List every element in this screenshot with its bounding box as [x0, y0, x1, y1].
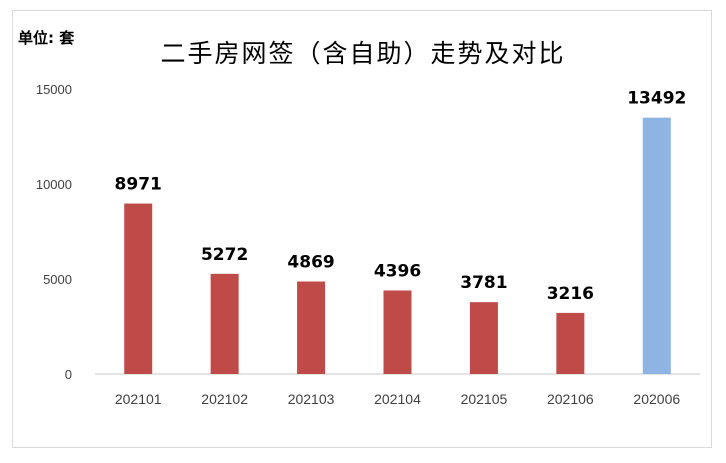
x-category-label: 202106: [547, 391, 594, 407]
y-axis-ticks: 0 5000 10000 15000: [36, 82, 72, 382]
y-tick-label: 10000: [36, 177, 72, 192]
x-category-label: 202102: [201, 391, 248, 407]
x-category-label: 202006: [633, 391, 680, 407]
unit-label: 单位: 套: [18, 29, 75, 47]
y-tick-label: 15000: [36, 82, 72, 97]
data-label-202103: 4869: [287, 252, 334, 272]
data-label-202104: 4396: [374, 261, 421, 281]
bar-202103: [297, 281, 326, 374]
bar-202106: [556, 312, 585, 374]
x-category-label: 202101: [115, 391, 162, 407]
x-category-label: 202105: [461, 391, 508, 407]
bar-202102: [210, 273, 239, 374]
data-label-202106: 3216: [547, 284, 594, 304]
y-tick-label: 5000: [43, 272, 72, 287]
y-tick-label: 0: [65, 367, 72, 382]
bar-202104: [383, 290, 412, 374]
x-axis-categories: 202101 202102 202103 202104 202105 202106 2020…: [115, 391, 681, 407]
bar-202101: [124, 203, 153, 374]
chart-title: 二手房网签（含自助）走势及对比: [160, 39, 566, 68]
x-category-label: 202104: [374, 391, 421, 407]
data-label-202006: 13492: [627, 89, 686, 109]
data-label-202102: 5272: [201, 245, 248, 265]
data-label-202101: 8971: [115, 175, 162, 195]
x-category-label: 202103: [288, 391, 335, 407]
bars-group: [124, 117, 671, 374]
data-labels-group: 8971 5272 4869 4396 3781 3216 13492: [115, 89, 687, 304]
bar-202006: [642, 117, 671, 374]
bar-202105: [469, 302, 498, 374]
data-label-202105: 3781: [460, 273, 507, 293]
